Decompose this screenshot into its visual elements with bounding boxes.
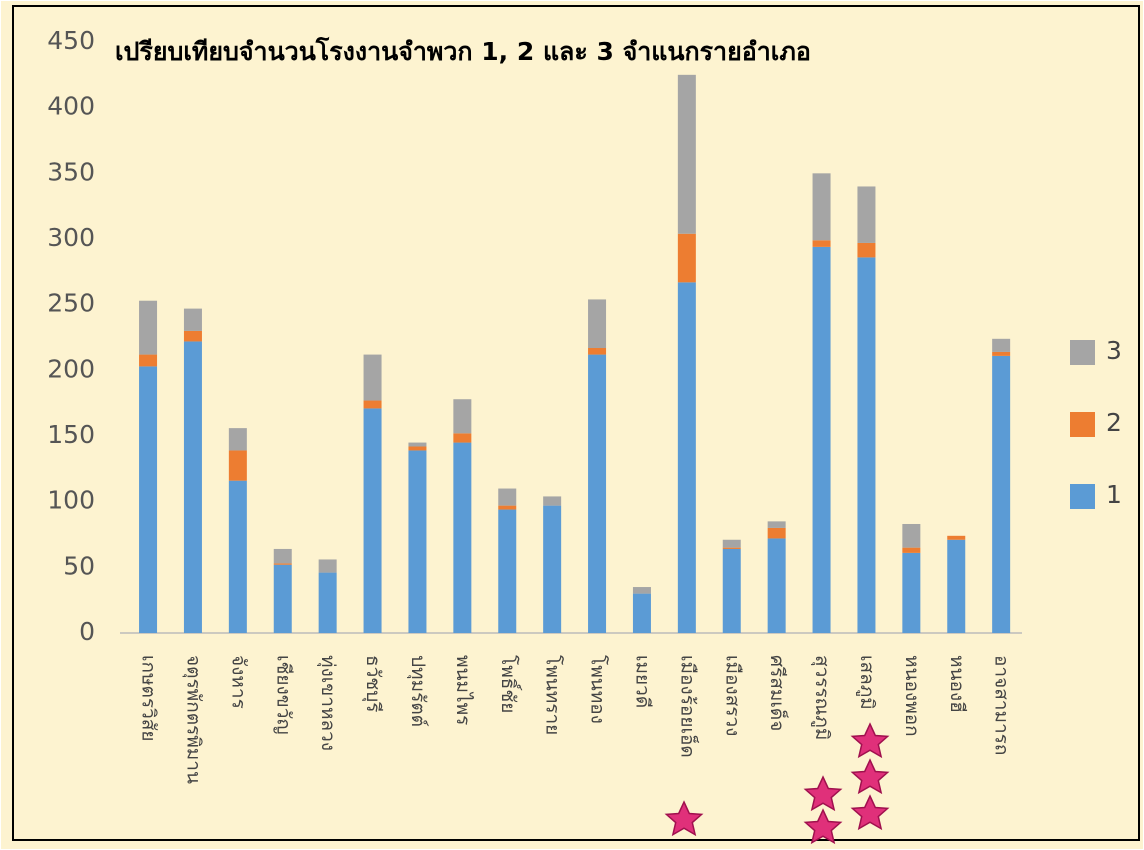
bar-segment xyxy=(947,539,966,633)
x-tick-label: อาจสามารถ xyxy=(991,655,1013,755)
x-tick-label: โพนทอง xyxy=(587,655,610,724)
bar-segment xyxy=(812,246,831,633)
x-tick-label: เมืองสรวง xyxy=(721,655,743,736)
x-tick-label: เชียงขวัญ xyxy=(272,655,294,735)
legend-label: 3 xyxy=(1106,336,1122,365)
x-tick-label: โพธิ์ชัย xyxy=(497,655,523,713)
bar-segment xyxy=(363,400,382,409)
x-tick-label: เสลภูมิ xyxy=(856,655,878,710)
bar-segment xyxy=(588,299,607,349)
x-tick-label: เมยวดี xyxy=(631,655,653,708)
bar-segment xyxy=(677,74,696,234)
bar-segment xyxy=(453,442,472,633)
legend-swatch xyxy=(1070,412,1095,437)
bar-segment xyxy=(273,548,292,564)
y-tick-label: 150 xyxy=(47,420,95,449)
y-tick-label: 350 xyxy=(47,157,95,186)
y-tick-label: 400 xyxy=(47,92,95,121)
bar-segment xyxy=(273,563,292,565)
bar-segment xyxy=(498,505,517,510)
bar-segment xyxy=(363,354,382,401)
x-tick-label: ธวัชบุรี xyxy=(361,655,384,712)
bar-segment xyxy=(722,539,741,548)
bar-segment xyxy=(588,354,607,633)
y-tick-label: 0 xyxy=(79,617,95,646)
bar-segment xyxy=(902,523,921,548)
bar-segment xyxy=(812,240,831,247)
bar-segment xyxy=(632,587,651,594)
x-tick-label: ศรีสมเด็จ xyxy=(766,655,790,731)
bar-segment xyxy=(139,366,158,633)
bar-segment xyxy=(139,300,158,355)
bar-segment xyxy=(408,442,427,447)
x-tick-label: จตุรพักตรพิมาน xyxy=(181,655,204,784)
x-tick-label: โพนทราย xyxy=(542,655,565,735)
x-tick-label: ทุ่งเขาหลวง xyxy=(316,655,339,751)
y-tick-label: 200 xyxy=(47,354,95,383)
chart-title: เปรียบเทียบจำนวนโรงงานจำพวก 1, 2 และ 3 จ… xyxy=(115,36,811,66)
frame xyxy=(12,5,1140,841)
legend-swatch xyxy=(1070,484,1095,509)
bar-segment xyxy=(992,351,1011,356)
bar-segment xyxy=(453,433,472,443)
y-tick-label: 250 xyxy=(47,289,95,318)
bar-segment xyxy=(408,446,427,451)
bar-segment xyxy=(183,341,202,633)
bar-segment xyxy=(902,547,921,553)
bar-segment xyxy=(677,282,696,633)
x-tick-label: เกษตรวิสัย xyxy=(138,655,160,741)
bar-segment xyxy=(767,521,786,528)
bar-segment xyxy=(228,428,247,451)
bar-segment xyxy=(183,308,202,331)
bar-segment xyxy=(992,355,1011,633)
x-tick-label: สุวรรณภูมิ xyxy=(810,655,833,740)
bar-segment xyxy=(228,450,247,481)
y-tick-label: 50 xyxy=(63,551,95,580)
y-tick-label: 450 xyxy=(47,26,95,55)
bar-segment xyxy=(767,527,786,539)
x-tick-label: ปทุมรัตต์ xyxy=(406,655,429,727)
bar-segment xyxy=(947,535,966,540)
bar-segment xyxy=(139,354,158,367)
legend-label: 1 xyxy=(1106,480,1122,509)
bar-segment xyxy=(543,505,562,633)
bar-segment xyxy=(722,548,741,633)
bar-segment xyxy=(453,399,472,434)
bar-segment xyxy=(498,509,517,633)
bar-segment xyxy=(632,593,651,633)
bar-segment xyxy=(363,408,382,633)
y-tick-label: 100 xyxy=(47,486,95,515)
bar-segment xyxy=(183,330,202,342)
x-tick-label: หนองพอก xyxy=(901,655,923,737)
legend-label: 2 xyxy=(1106,408,1122,437)
x-tick-label: จังหาร xyxy=(227,655,249,709)
bar-segment xyxy=(722,547,741,549)
y-tick-label: 300 xyxy=(47,223,95,252)
bar-segment xyxy=(408,450,427,633)
x-tick-label: เมืองร้อยเอ็ด xyxy=(676,655,700,758)
bar-segment xyxy=(992,338,1011,352)
bar-segment xyxy=(498,488,517,506)
x-tick-label: พนมไพร xyxy=(452,655,474,725)
bar-segment xyxy=(588,348,607,355)
bar-segment xyxy=(273,564,292,633)
bar-segment xyxy=(228,480,247,633)
legend-swatch xyxy=(1070,340,1095,365)
bar-segment xyxy=(812,173,831,241)
bar-segment xyxy=(318,559,337,573)
bar-segment xyxy=(902,552,921,633)
x-tick-label: หนองฮี xyxy=(946,655,968,713)
bar-segment xyxy=(857,242,876,258)
bar-segment xyxy=(767,538,786,633)
bar-segment xyxy=(318,572,337,633)
bar-segment xyxy=(857,257,876,633)
bar-segment xyxy=(677,233,696,283)
bar-segment xyxy=(543,496,562,506)
bar-segment xyxy=(857,186,876,243)
